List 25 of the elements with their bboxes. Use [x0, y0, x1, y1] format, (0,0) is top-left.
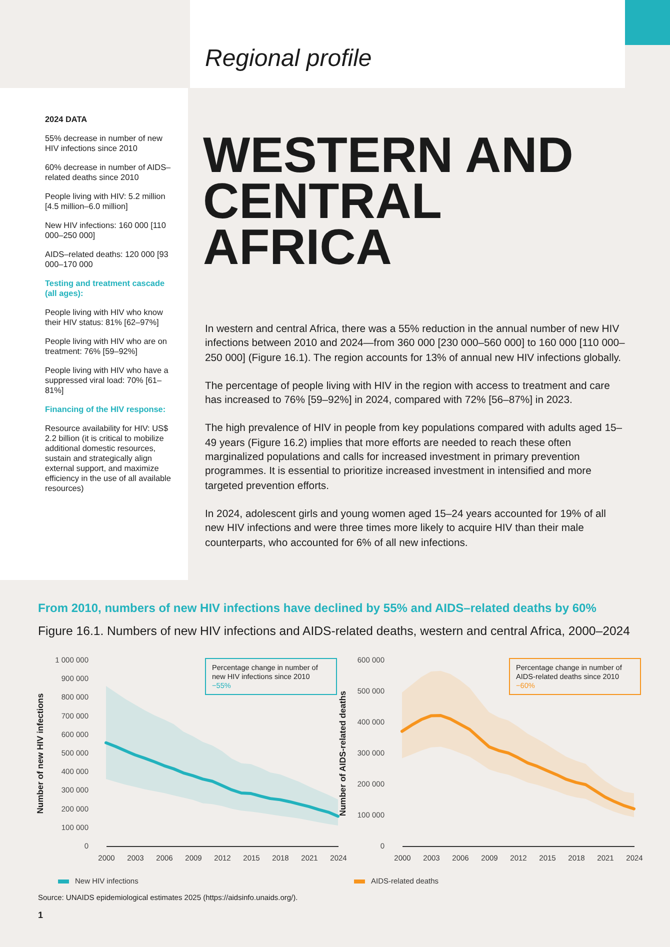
line-series: [104, 741, 340, 818]
text: 60% decrease in number of AIDS–related deaths since 2010: [45, 163, 172, 183]
chart-subtitle: Figure 16.1. Numbers of new HIV infections and AIDS-related deaths, western and central Africa, 2000–2024: [38, 624, 631, 638]
text: People living with HIV who have a suppressed viral load: 70% [61–81%]: [45, 366, 170, 396]
text: In 2024, adolescent girls and young women aged 15–24 years accounted for 19% of all new HIV infections and were three times more likely to acquire HIV than their male counterparts, who accounted for 6% of all new infections.: [205, 508, 607, 551]
text: 2024 DATA: [45, 115, 88, 125]
chart-title: From 2010, numbers of new HIV infections have declined by 55% and AIDS–related deaths by 60%: [38, 601, 598, 615]
text: WESTERN AND CENTRAL AFRICA: [203, 127, 574, 275]
text: Testing and treatment cascade (all ages):: [45, 279, 166, 299]
text: AIDS–related deaths: 120 000 [93 000–170 000: [45, 250, 170, 270]
text: Financing of the HIV response:: [45, 405, 167, 415]
text: The percentage of people living with HIV in the region with access to treatment and care has increased to 76% [59–92%] in 2024, compared with 72% [56–87%] in 2023.: [205, 380, 611, 408]
text: People living with HIV who know their HIV status: 81% [62–97%]: [45, 308, 164, 328]
text: New HIV infections: 160 000 [110 000–250 000]: [45, 221, 167, 241]
text: 55% decrease in number of new HIV infections since 2010: [45, 134, 164, 154]
text: People living with HIV who are on treatment: 76% [59–92%]: [45, 337, 168, 357]
text: In western and central Africa, there was a 55% reduction in the annual number of new HIV infections between 2010 and 2024—from 360 000 [230 000–560 000] to 160 000 [110 000–250 000] (Figure 16.1). The region accounts for 13% of annual new HIV infections globally.: [205, 323, 625, 366]
line-series: [400, 714, 636, 810]
text: Resource availability for HIV: US$ 2.2 billion (it is critical to mobilize additional domestic resources, sustain and strategically align external support, and maximize efficiency in the use of all available resources): [45, 424, 172, 494]
text: People living with HIV: 5.2 million [4.5 million–6.0 million]: [45, 192, 166, 212]
text: 1: [38, 910, 44, 920]
y-axis-title: Number of AIDS-related deaths: [337, 690, 348, 816]
text: Regional profile: [205, 45, 372, 73]
y-axis-title: Number of new HIV infections: [35, 693, 46, 814]
text: The high prevalence of HIV in people from key populations compared with adults aged 15–49 years (Figure 16.2) implies that more efforts are needed to reach these often marginalized populations and calls for increased investment in primary prevention programmes. It is essential to prioritize increased investment in intensified and more targeted prevention efforts.: [205, 422, 624, 494]
